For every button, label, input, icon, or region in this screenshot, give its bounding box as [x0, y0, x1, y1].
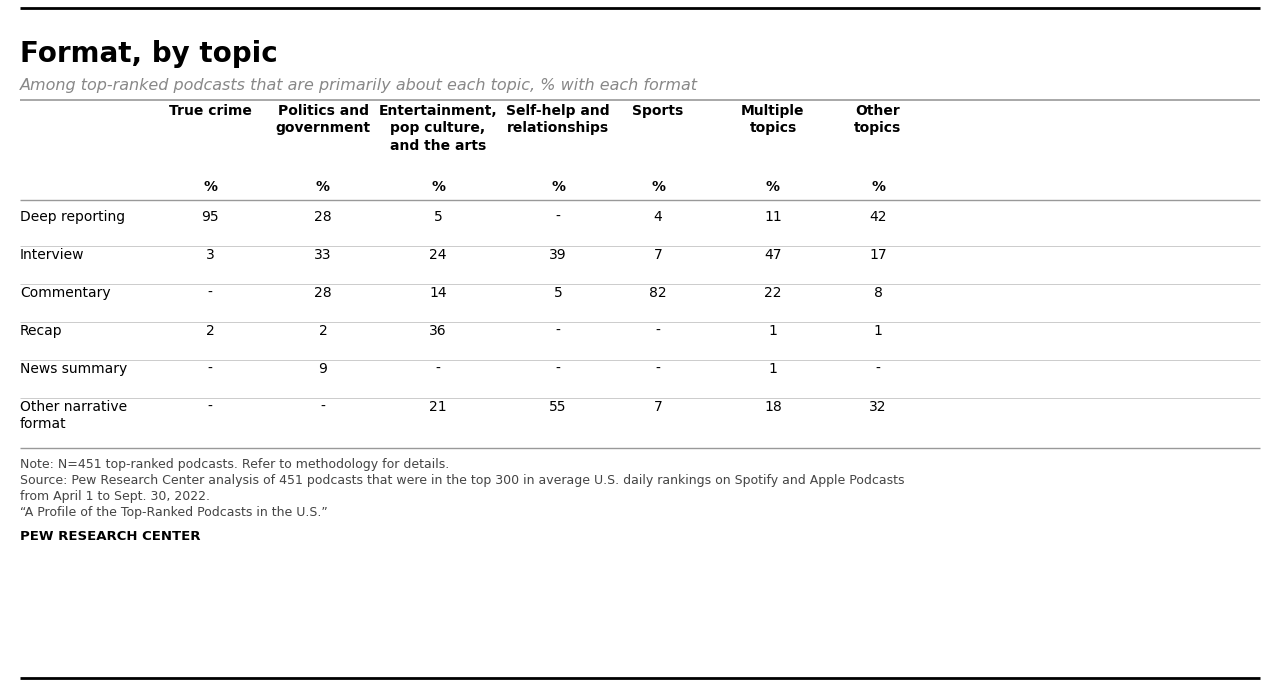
Text: %: %: [765, 180, 780, 194]
Text: 1: 1: [768, 324, 777, 338]
Text: 33: 33: [315, 248, 332, 262]
Text: 2: 2: [206, 324, 214, 338]
Text: Interview: Interview: [20, 248, 84, 262]
Text: 7: 7: [654, 400, 662, 414]
Text: Sports: Sports: [632, 104, 684, 118]
Text: -: -: [320, 400, 325, 414]
Text: 2: 2: [319, 324, 328, 338]
Text: -: -: [435, 362, 440, 376]
Text: %: %: [652, 180, 666, 194]
Text: -: -: [556, 362, 561, 376]
Text: 22: 22: [764, 286, 782, 300]
Text: %: %: [550, 180, 564, 194]
Text: 24: 24: [429, 248, 447, 262]
Text: Politics and
government: Politics and government: [275, 104, 371, 135]
Text: 11: 11: [764, 210, 782, 224]
Text: -: -: [207, 286, 212, 300]
Text: 55: 55: [549, 400, 567, 414]
Text: 5: 5: [554, 286, 562, 300]
Text: 7: 7: [654, 248, 662, 262]
Text: Recap: Recap: [20, 324, 63, 338]
Text: %: %: [431, 180, 445, 194]
Text: Entertainment,
pop culture,
and the arts: Entertainment, pop culture, and the arts: [379, 104, 498, 152]
Text: Deep reporting: Deep reporting: [20, 210, 125, 224]
Text: 3: 3: [206, 248, 214, 262]
Text: Commentary: Commentary: [20, 286, 110, 300]
Text: Source: Pew Research Center analysis of 451 podcasts that were in the top 300 in: Source: Pew Research Center analysis of …: [20, 474, 905, 487]
Text: 47: 47: [764, 248, 782, 262]
Text: 17: 17: [869, 248, 887, 262]
Text: 82: 82: [649, 286, 667, 300]
Text: 9: 9: [319, 362, 328, 376]
Text: -: -: [655, 362, 660, 376]
Text: 28: 28: [314, 286, 332, 300]
Text: 32: 32: [869, 400, 887, 414]
Text: 39: 39: [549, 248, 567, 262]
Text: Among top-ranked podcasts that are primarily about each topic, % with each forma: Among top-ranked podcasts that are prima…: [20, 78, 698, 93]
Text: Other
topics: Other topics: [854, 104, 901, 135]
Text: -: -: [876, 362, 881, 376]
Text: 5: 5: [434, 210, 443, 224]
Text: 95: 95: [201, 210, 219, 224]
Text: Format, by topic: Format, by topic: [20, 40, 278, 68]
Text: 21: 21: [429, 400, 447, 414]
Text: -: -: [207, 400, 212, 414]
Text: -: -: [207, 362, 212, 376]
Text: Other narrative
format: Other narrative format: [20, 400, 127, 431]
Text: Note: N=451 top-ranked podcasts. Refer to methodology for details.: Note: N=451 top-ranked podcasts. Refer t…: [20, 458, 449, 471]
Text: 14: 14: [429, 286, 447, 300]
Text: 36: 36: [429, 324, 447, 338]
Text: PEW RESEARCH CENTER: PEW RESEARCH CENTER: [20, 530, 201, 543]
Text: Self-help and
relationships: Self-help and relationships: [506, 104, 609, 135]
Text: “A Profile of the Top-Ranked Podcasts in the U.S.”: “A Profile of the Top-Ranked Podcasts in…: [20, 506, 328, 519]
Text: News summary: News summary: [20, 362, 127, 376]
Text: True crime: True crime: [169, 104, 251, 118]
Text: 4: 4: [654, 210, 662, 224]
Text: Multiple
topics: Multiple topics: [741, 104, 805, 135]
Text: %: %: [870, 180, 884, 194]
Text: 28: 28: [314, 210, 332, 224]
Text: -: -: [655, 324, 660, 338]
Text: -: -: [556, 210, 561, 224]
Text: 18: 18: [764, 400, 782, 414]
Text: 1: 1: [768, 362, 777, 376]
Text: 1: 1: [873, 324, 882, 338]
Text: from April 1 to Sept. 30, 2022.: from April 1 to Sept. 30, 2022.: [20, 490, 210, 503]
Text: %: %: [204, 180, 218, 194]
Text: 8: 8: [873, 286, 882, 300]
Text: %: %: [316, 180, 330, 194]
Text: 42: 42: [869, 210, 887, 224]
Text: -: -: [556, 324, 561, 338]
